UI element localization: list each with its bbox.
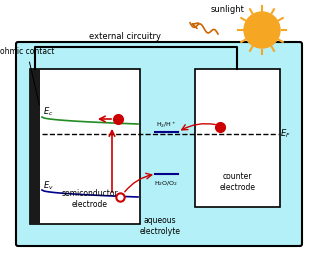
Text: H$_2$O/O$_2$: H$_2$O/O$_2$: [155, 179, 179, 188]
Text: sunlight: sunlight: [211, 5, 245, 14]
Text: ohmic contact: ohmic contact: [0, 47, 54, 105]
Text: $E_F$: $E_F$: [280, 128, 291, 140]
Text: counter
electrode: counter electrode: [220, 172, 255, 192]
Text: H$_2$/H$^+$: H$_2$/H$^+$: [156, 120, 177, 130]
Bar: [30, 69, 140, 224]
Circle shape: [244, 12, 280, 48]
Text: external circuitry: external circuitry: [89, 32, 161, 41]
Text: $E_v$: $E_v$: [43, 179, 54, 192]
Bar: [195, 69, 280, 207]
Text: aqueous
electrolyte: aqueous electrolyte: [140, 216, 180, 236]
FancyBboxPatch shape: [16, 42, 302, 246]
Text: semiconductor
electrode: semiconductor electrode: [62, 189, 118, 209]
Text: $E_c$: $E_c$: [43, 105, 53, 117]
Bar: [30, 69, 40, 224]
